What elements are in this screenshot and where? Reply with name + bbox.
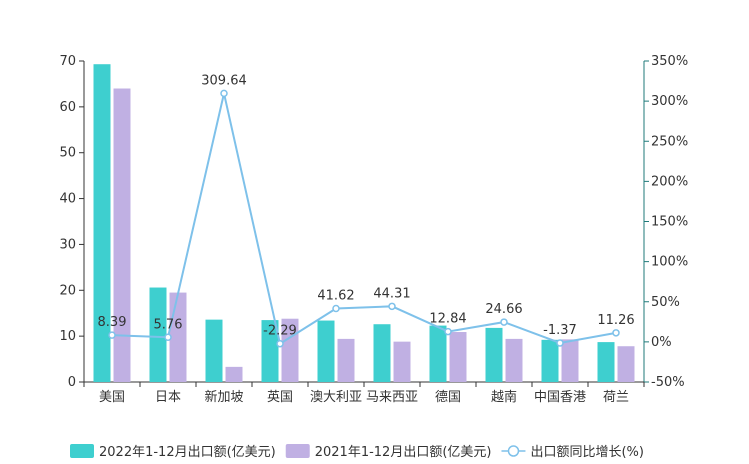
- growth-point: [556, 339, 564, 347]
- y-left-tick-label: 70: [59, 54, 76, 69]
- x-category-label: 中国香港: [534, 390, 586, 405]
- y-right-tick-label: 200%: [651, 174, 688, 189]
- growth-data-label: 24.66: [485, 302, 522, 317]
- bar-series-2: [393, 341, 411, 382]
- growth-data-label: -1.37: [543, 323, 577, 338]
- growth-data-label: 41.62: [317, 288, 354, 303]
- growth-line: [111, 93, 617, 346]
- growth-point: [108, 331, 116, 339]
- bar-series-1: [541, 339, 559, 382]
- x-category-label: 英国: [267, 390, 293, 405]
- y-right-tick-label: 100%: [651, 255, 688, 270]
- line-layer: [108, 89, 620, 348]
- growth-point: [332, 304, 340, 313]
- legend-swatch-2: [285, 444, 310, 458]
- bar-series-1: [149, 287, 167, 382]
- y-left-tick-label: 30: [59, 237, 76, 252]
- bar-series-1: [597, 342, 615, 382]
- y-left-tick-label: 10: [59, 329, 76, 344]
- legend-label-1: 2022年1-12月出口额(亿美元): [99, 445, 276, 460]
- bar-series-1: [373, 324, 391, 382]
- data-labels-layer: 8.39 5.76 309.64 -2.29 41.62 44.31 12.84 24.66 -…: [98, 73, 635, 338]
- growth-data-label: 5.76: [154, 317, 183, 332]
- x-category-label: 新加坡: [204, 389, 243, 405]
- growth-data-label: 11.26: [597, 313, 634, 328]
- bar-series-2: [617, 346, 635, 382]
- x-category-label: 马来西亚: [366, 390, 418, 405]
- x-category-label: 荷兰: [603, 390, 629, 405]
- growth-data-label: 309.64: [201, 73, 247, 88]
- legend-swatch-1: [70, 444, 94, 458]
- y-right-tick-label: 150%: [651, 215, 688, 230]
- growth-point: [276, 339, 284, 348]
- bar-series-2: [505, 338, 523, 382]
- growth-point: [500, 318, 508, 326]
- y-right-tick-label: 0%: [651, 335, 672, 350]
- growth-data-label: 8.39: [98, 315, 127, 330]
- bar-series-2: [169, 292, 187, 382]
- bar-series-2: [113, 88, 131, 382]
- y-right-tick-label: -50%: [651, 375, 685, 390]
- growth-point: [164, 333, 172, 342]
- bar-series-1: [485, 327, 503, 382]
- legend-point-swatch: [507, 445, 520, 457]
- growth-point: [388, 302, 396, 311]
- x-category-label: 美国: [99, 390, 125, 405]
- y-right-tick-label: 50%: [651, 295, 680, 310]
- legend-label-3: 出口额同比增长(%): [530, 445, 644, 460]
- y-right-tick-label: 350%: [651, 54, 688, 69]
- growth-point: [612, 329, 620, 337]
- legend: 2022年1-12月出口额(亿美元) 2021年1-12月出口额(亿美元) 出口额同…: [70, 444, 644, 460]
- y-left-tick-label: 40: [59, 192, 76, 207]
- growth-data-label: 12.84: [429, 312, 466, 327]
- x-category-label: 日本: [155, 390, 181, 405]
- bar-series-1: [93, 64, 111, 383]
- y-left-tick-label: 20: [59, 283, 76, 298]
- legend-label-2: 2021年1-12月出口额(亿美元): [315, 445, 492, 460]
- bar-series-2: [561, 339, 579, 382]
- bars-layer: [93, 64, 635, 383]
- growth-point: [220, 89, 228, 98]
- y-left-tick-label: 60: [59, 100, 76, 115]
- x-category-label: 越南: [491, 389, 517, 405]
- bar-series-2: [225, 366, 243, 382]
- bar-series-1: [317, 320, 335, 382]
- x-category-label: 德国: [435, 390, 461, 405]
- bar-series-2: [449, 332, 467, 382]
- x-category-label: 澳大利亚: [310, 389, 362, 405]
- bar-series-1: [429, 325, 447, 382]
- y-left-tick-label: 50: [59, 146, 76, 161]
- y-right-tick-label: 300%: [651, 94, 688, 109]
- bar-series-2: [337, 338, 355, 382]
- y-left-tick-label: 0: [68, 375, 76, 390]
- growth-data-label: -2.29: [263, 324, 297, 339]
- growth-point: [444, 327, 452, 336]
- bar-series-1: [205, 319, 223, 382]
- growth-data-label: 44.31: [373, 286, 410, 301]
- bar-series-1: [261, 320, 279, 382]
- y-right-tick-label: 250%: [651, 134, 688, 149]
